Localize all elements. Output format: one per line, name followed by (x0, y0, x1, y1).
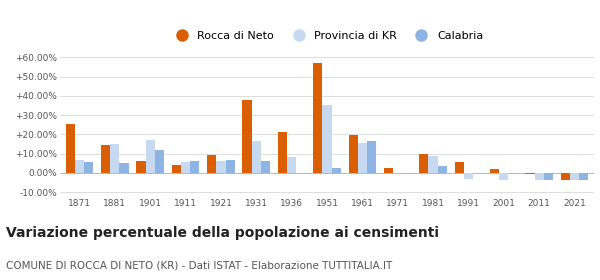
Text: COMUNE DI ROCCA DI NETO (KR) - Dati ISTAT - Elaborazione TUTTITALIA.IT: COMUNE DI ROCCA DI NETO (KR) - Dati ISTA… (6, 261, 392, 271)
Text: Variazione percentuale della popolazione ai censimenti: Variazione percentuale della popolazione… (6, 226, 439, 240)
Bar (190, 161, 199, 173)
Legend: Rocca di Neto, Provincia di KR, Calabria: Rocca di Neto, Provincia di KR, Calabria (166, 26, 488, 45)
Bar (464, 173, 473, 179)
Bar (490, 169, 499, 173)
Bar (217, 161, 226, 173)
Bar (322, 105, 332, 173)
Bar (242, 100, 251, 173)
Bar (384, 168, 393, 173)
Bar (313, 63, 322, 173)
Bar (181, 162, 190, 173)
Bar (535, 173, 544, 179)
Bar (84, 162, 93, 173)
Bar (455, 162, 464, 173)
Bar (561, 173, 570, 179)
Bar (172, 165, 181, 173)
Bar (136, 161, 146, 173)
Bar (75, 160, 84, 173)
Bar (428, 157, 437, 173)
Bar (207, 155, 217, 173)
Bar (65, 124, 75, 173)
Bar (251, 141, 261, 173)
Bar (119, 163, 128, 173)
Bar (146, 140, 155, 173)
Bar (226, 160, 235, 173)
Bar (287, 157, 296, 173)
Bar (278, 132, 287, 173)
Bar (101, 145, 110, 173)
Bar (526, 173, 535, 174)
Bar (544, 173, 553, 179)
Bar (332, 168, 341, 173)
Bar (367, 141, 376, 173)
Bar (499, 173, 508, 179)
Bar (579, 173, 589, 179)
Bar (155, 150, 164, 173)
Bar (110, 144, 119, 173)
Bar (261, 161, 270, 173)
Bar (437, 166, 447, 173)
Bar (570, 173, 579, 179)
Bar (419, 154, 428, 173)
Bar (358, 143, 367, 173)
Bar (349, 135, 358, 173)
